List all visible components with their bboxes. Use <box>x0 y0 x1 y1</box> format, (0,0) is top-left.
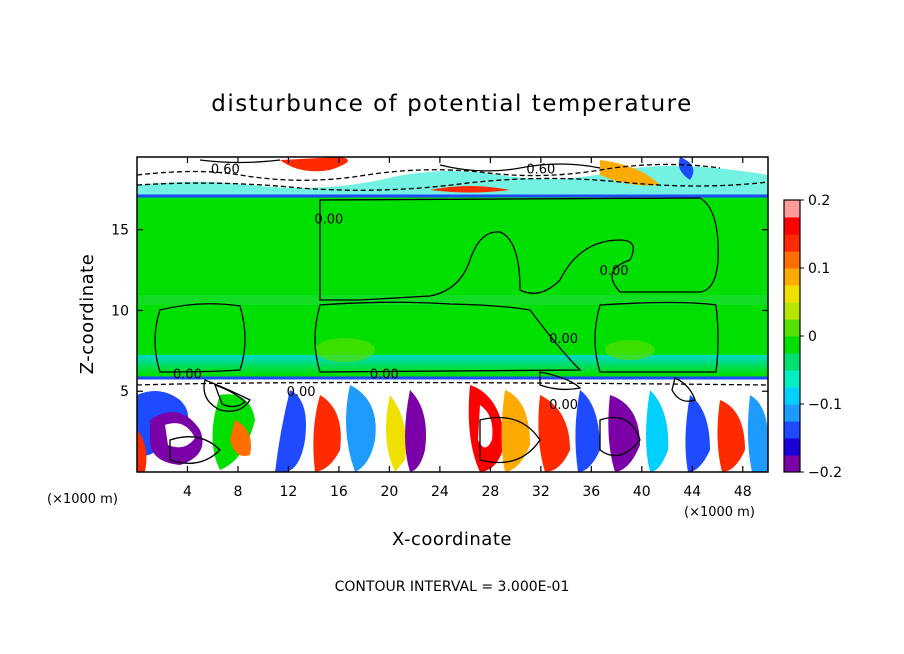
field-band <box>137 355 768 375</box>
field-blob <box>315 338 375 362</box>
colorbar: 0.2 0.1 0 −0.1 −0.2 <box>783 193 842 481</box>
x-axis-label: X-coordinate <box>392 529 512 550</box>
colorbar-swatch <box>784 217 800 235</box>
contour-label: 0.00 <box>600 264 629 279</box>
x-axis: 4 8 12 16 20 24 28 32 36 40 44 48 <box>183 157 752 500</box>
colorbar-swatch <box>784 302 800 320</box>
upper-blob <box>280 157 348 172</box>
colorbar-swatch <box>784 251 800 269</box>
x-tick-label: 12 <box>280 484 298 500</box>
x-tick-label: 20 <box>380 484 398 500</box>
x-tick-label: 28 <box>481 484 499 500</box>
plot-area <box>137 157 768 472</box>
chart-title: disturbunce of potential temperature <box>211 91 693 117</box>
y-tick-label: 5 <box>120 384 129 400</box>
x-unit-left: (×1000 m) <box>47 492 118 507</box>
contour-label: 0.00 <box>549 332 578 347</box>
y-tick-label: 15 <box>111 223 129 239</box>
y-axis-label: Z-coordinate <box>77 254 98 375</box>
x-tick-label: 44 <box>683 484 701 500</box>
colorbar-tick-label: −0.2 <box>808 465 842 481</box>
plot-frame <box>136 156 769 473</box>
upper-blob <box>600 160 660 186</box>
contour-label: 0.60 <box>526 162 555 177</box>
contour-label: 0.00 <box>173 367 202 382</box>
y-tick-label: 10 <box>111 303 129 319</box>
colorbar-swatch <box>784 268 800 286</box>
colorbar-swatch <box>784 285 800 303</box>
colorbar-swatch <box>784 234 800 252</box>
colorbar-swatch <box>784 455 800 473</box>
x-tick-label: 8 <box>233 484 242 500</box>
colorbar-tick-label: −0.1 <box>808 397 842 413</box>
upper-blob <box>678 157 694 180</box>
contour-lines <box>137 159 768 464</box>
colorbar-swatch <box>784 336 800 354</box>
x-tick-label: 16 <box>330 484 348 500</box>
colorbar-tick-label: 0.2 <box>808 193 830 209</box>
y-axis: 5 10 15 <box>111 223 768 400</box>
colorbar-swatch <box>784 200 800 218</box>
colorbar-swatch <box>784 387 800 405</box>
x-tick-label: 40 <box>633 484 651 500</box>
contour-label: 0.00 <box>549 398 578 413</box>
colorbar-swatch <box>784 319 800 337</box>
x-tick-label: 4 <box>183 484 192 500</box>
x-tick-label: 36 <box>582 484 600 500</box>
contour-label: 0.00 <box>314 212 343 227</box>
colorbar-tick-label: 0 <box>808 329 817 345</box>
colorbar-tick-label: 0.1 <box>808 261 830 277</box>
field-blob <box>605 340 655 360</box>
contour-label: 0.00 <box>287 385 316 400</box>
contour-label: 0.00 <box>370 367 399 382</box>
colorbar-swatch <box>784 421 800 439</box>
contour-label: 0.60 <box>211 162 240 177</box>
contour-interval-note: CONTOUR INTERVAL = 3.000E-01 <box>335 579 570 595</box>
x-tick-label: 32 <box>532 484 550 500</box>
field-band <box>137 295 768 305</box>
contour-labels: 0.60 0.60 0.00 0.00 0.00 0.00 0.00 0.00 0.00 <box>173 162 629 413</box>
x-tick-label: 24 <box>431 484 449 500</box>
lower-turbulence <box>137 385 768 472</box>
colorbar-swatch <box>784 438 800 456</box>
x-unit-right: (×1000 m) <box>684 505 755 520</box>
upper-blob <box>430 186 510 193</box>
x-tick-label: 48 <box>734 484 752 500</box>
colorbar-swatch <box>784 404 800 422</box>
colorbar-swatch <box>784 353 800 371</box>
colorbar-swatch <box>784 370 800 388</box>
